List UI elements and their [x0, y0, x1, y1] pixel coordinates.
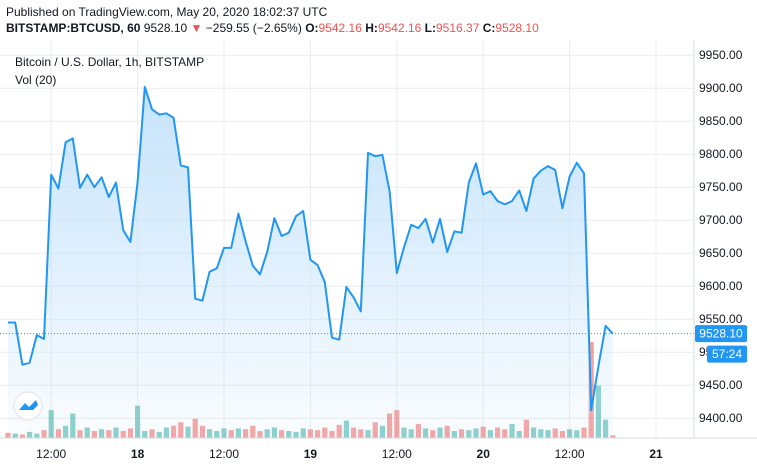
- y-tick-label: 9750.00: [699, 180, 743, 194]
- y-tick-label: 9900.00: [699, 81, 743, 95]
- time-axis[interactable]: 12:00 18 12:00 19 12:00 20 12:00 21: [36, 447, 663, 461]
- x-tick-label: 20: [477, 447, 491, 461]
- last-price: 9528.10: [143, 21, 188, 35]
- price-badge: 9528.10: [695, 325, 747, 343]
- price-line: [8, 85, 614, 412]
- x-tick-label: 12:00: [209, 447, 239, 461]
- price-badge-label: 9528.10: [699, 327, 743, 341]
- tradingview-logo[interactable]: [13, 391, 43, 421]
- open-value: 9542.16: [318, 21, 362, 35]
- quote-line: BITSTAMP:BTCUSD, 60 9528.10 ▼ −259.55 (−…: [6, 20, 539, 36]
- x-tick-label: 21: [649, 447, 663, 461]
- high-value: 9542.16: [377, 21, 422, 35]
- y-tick-label: 9400.00: [699, 411, 743, 425]
- x-tick-label: 18: [131, 447, 145, 461]
- price-axis[interactable]: 9950.00 9900.00 9850.00 9800.00 9750.00 9700.…: [699, 48, 743, 425]
- x-tick-label: 19: [304, 447, 318, 461]
- x-tick-label: 12:00: [382, 447, 412, 461]
- y-tick-label: 9950.00: [699, 48, 743, 62]
- y-tick-label: 9700.00: [699, 213, 743, 227]
- volume-title: Vol (20): [15, 73, 56, 87]
- high-label: H:: [365, 21, 378, 35]
- y-tick-label: 9850.00: [699, 114, 743, 128]
- published-line: Published on TradingView.com, May 20, 20…: [6, 5, 328, 19]
- close-label: C:: [482, 21, 496, 35]
- y-tick-label: 9450.00: [699, 378, 743, 392]
- symbol-label: BITSTAMP:BTCUSD, 60: [6, 21, 141, 35]
- y-tick-label: 9800.00: [699, 147, 743, 161]
- x-tick-label: 12:00: [555, 447, 585, 461]
- y-tick-label: 9550.00: [699, 312, 743, 326]
- chart-header: Published on TradingView.com, May 20, 20…: [6, 4, 539, 36]
- volume-bar: [610, 435, 616, 438]
- open-label: O:: [305, 21, 319, 35]
- tradingview-logo-icon: [19, 400, 38, 410]
- down-arrow-icon: ▼: [190, 21, 203, 35]
- low-value: 9516.37: [436, 21, 480, 35]
- price-area-fill: [8, 86, 613, 439]
- close-value: 9528.10: [495, 21, 539, 35]
- countdown-badge-label: 57:24: [712, 347, 742, 361]
- price-change: −259.55 (−2.65%): [205, 21, 302, 35]
- low-label: L:: [424, 21, 436, 35]
- x-tick-label: 12:00: [36, 447, 66, 461]
- countdown-badge: 57:24: [707, 345, 747, 363]
- y-tick-label: 9650.00: [699, 246, 743, 260]
- series-title: Bitcoin / U.S. Dollar, 1h, BITSTAMP: [15, 55, 204, 69]
- y-tick-label: 9600.00: [699, 279, 743, 293]
